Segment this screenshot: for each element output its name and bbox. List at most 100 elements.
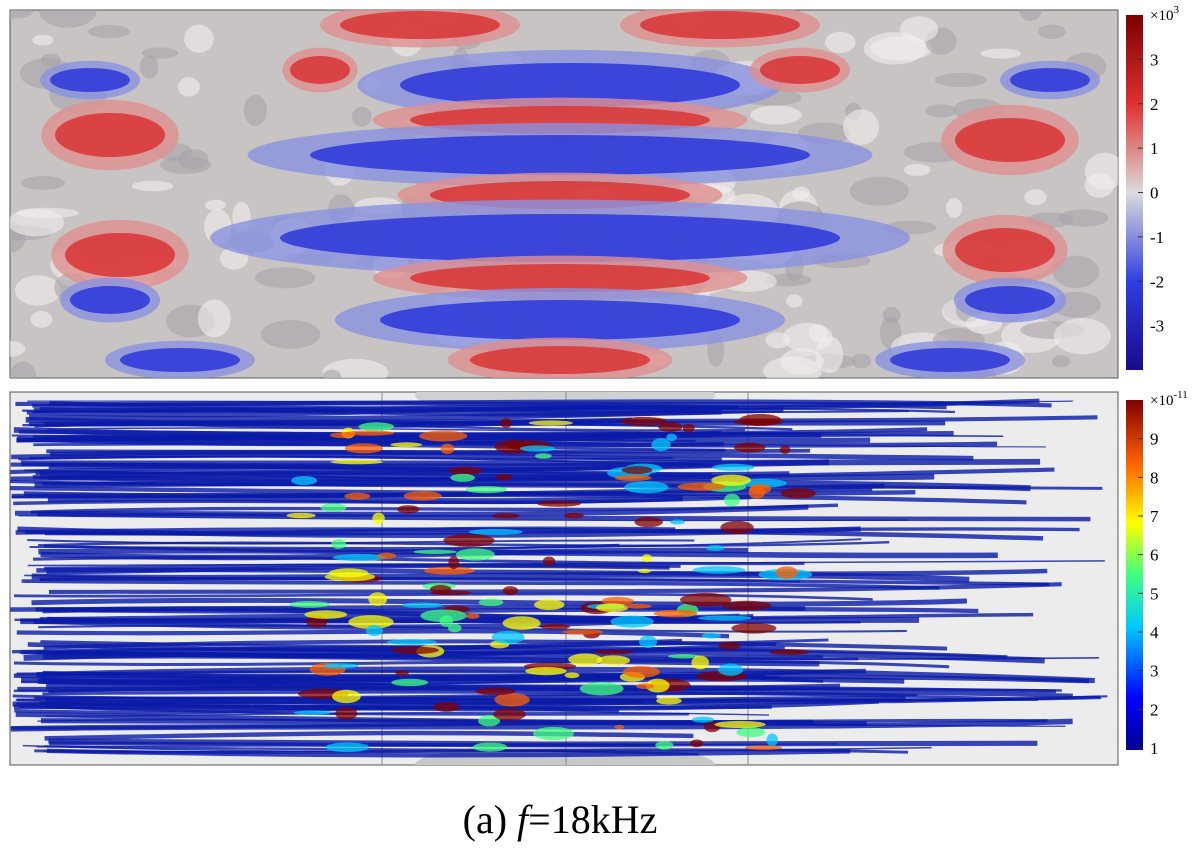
texture <box>925 104 957 118</box>
track <box>48 738 1038 747</box>
hotspot <box>624 481 669 494</box>
hotspot <box>419 430 468 442</box>
tick-label: 2 <box>1150 95 1159 114</box>
hotspot <box>532 726 575 741</box>
hotspot <box>766 733 778 747</box>
vortex-core <box>310 135 810 175</box>
hotspot <box>528 420 573 426</box>
texture <box>131 180 174 192</box>
hotspot <box>455 548 495 561</box>
hotspot <box>331 539 347 549</box>
hotspot <box>420 609 467 623</box>
texture <box>21 175 65 190</box>
hotspot <box>740 478 787 488</box>
hotspot <box>534 453 552 459</box>
hotspot <box>448 623 462 633</box>
hotspot <box>720 520 754 535</box>
track <box>47 612 1034 624</box>
hotspot <box>601 596 634 606</box>
hotspot <box>499 418 513 428</box>
track <box>44 563 681 571</box>
vortex-core <box>1010 68 1090 92</box>
hotspot <box>638 635 658 649</box>
tick-label: 5 <box>1150 584 1159 603</box>
hotspot <box>475 687 516 696</box>
texture <box>980 48 1022 59</box>
vortex-core <box>70 286 150 314</box>
track <box>38 547 998 559</box>
hotspot <box>344 430 395 436</box>
hotspot <box>568 653 603 666</box>
hotspot <box>739 413 782 427</box>
hotspot <box>542 556 556 566</box>
track <box>21 579 940 590</box>
hotspot <box>682 423 695 433</box>
hotspot <box>596 655 631 666</box>
texture <box>765 273 812 287</box>
caption: (a) f=18kHz <box>463 797 658 842</box>
hotspot <box>645 678 670 693</box>
texture <box>849 176 910 206</box>
texture <box>899 16 939 43</box>
vortex-core <box>280 214 840 262</box>
track <box>46 682 841 692</box>
texture <box>30 311 53 328</box>
hotspot <box>472 742 508 752</box>
hotspot <box>372 512 385 524</box>
hotspot <box>450 473 475 482</box>
track <box>27 539 695 545</box>
hotspot <box>641 554 653 563</box>
texture <box>14 275 61 306</box>
hotspot <box>401 602 443 608</box>
hotspot <box>348 615 394 629</box>
tick-label: 2 <box>1150 700 1159 719</box>
hotspot <box>495 473 513 481</box>
track <box>22 744 932 753</box>
hotspot <box>344 492 371 500</box>
hotspot <box>391 678 429 687</box>
hotspot <box>701 632 722 639</box>
hotspot <box>391 646 440 654</box>
hotspot <box>680 592 732 607</box>
hotspot <box>403 491 442 501</box>
hotspot <box>561 629 604 635</box>
texture <box>882 306 901 324</box>
hotspot <box>622 666 660 678</box>
texture <box>1084 173 1115 198</box>
track <box>48 582 1062 595</box>
hotspot <box>614 724 625 730</box>
texture <box>1019 10 1042 22</box>
texture <box>260 319 321 349</box>
texture <box>254 267 316 289</box>
tick-label: -3 <box>1150 317 1164 336</box>
hotspot <box>636 683 655 690</box>
hotspot <box>390 442 423 448</box>
tick-label: 0 <box>1150 184 1159 203</box>
texture <box>1053 317 1111 355</box>
hotspot <box>705 545 725 551</box>
texture <box>903 164 931 176</box>
hotspot <box>769 649 810 656</box>
track <box>15 711 814 725</box>
track <box>36 567 1048 576</box>
tick-label: 1 <box>1150 139 1159 158</box>
hotspot <box>667 653 700 659</box>
texture <box>351 106 372 127</box>
hotspot <box>322 663 359 669</box>
vortex-core <box>470 346 650 374</box>
hotspot <box>638 568 651 574</box>
vortex-core <box>340 11 500 39</box>
hotspot <box>579 681 624 696</box>
hotspot <box>397 505 420 514</box>
hotspot <box>651 438 671 452</box>
hotspot <box>320 503 347 512</box>
tick-label: 8 <box>1150 468 1159 487</box>
hotspot <box>692 566 746 574</box>
hotspot <box>423 566 475 575</box>
hotspot <box>691 716 715 723</box>
vortex-core <box>55 113 165 157</box>
vortex-core <box>400 63 740 107</box>
texture <box>10 340 26 357</box>
hotspot <box>697 615 752 621</box>
hotspot <box>491 513 520 519</box>
